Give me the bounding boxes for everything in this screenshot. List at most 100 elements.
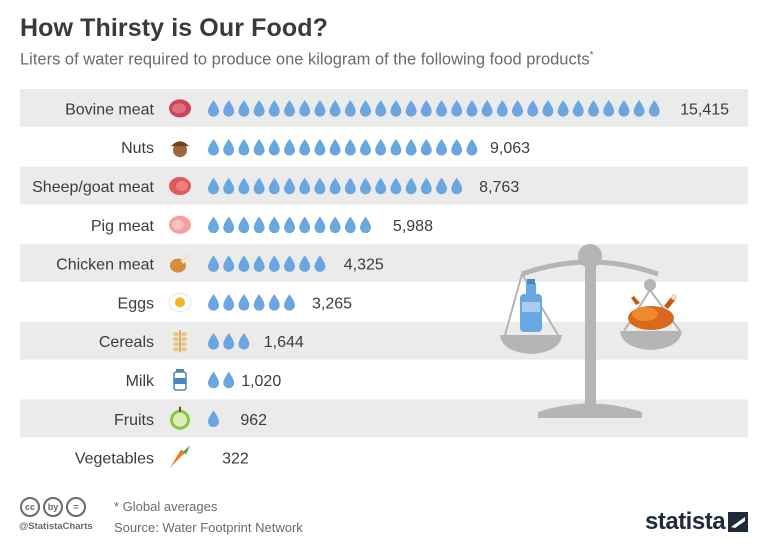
water-drop — [253, 216, 265, 234]
data-row: Vegetables 322 — [75, 445, 249, 468]
scale-pivot — [578, 244, 602, 268]
water-drop-partial — [299, 294, 306, 311]
water-drop — [284, 294, 295, 311]
page-title: How Thirsty is Our Food? — [20, 14, 328, 42]
footnote: * Global averages — [114, 499, 218, 514]
water-drop — [223, 216, 235, 234]
water-drop — [390, 138, 402, 156]
category-label: Chicken meat — [56, 257, 154, 274]
water-drop — [299, 216, 311, 234]
pork-icon — [169, 215, 191, 234]
data-row: Pig meat 5,988 — [91, 215, 433, 235]
data-row: Fruits 962 — [114, 406, 267, 430]
roast-chicken-icon — [628, 294, 677, 330]
water-drop — [329, 216, 341, 234]
scale-base — [538, 403, 642, 418]
water-drop — [238, 138, 250, 156]
data-row: Eggs 3,265 — [118, 292, 352, 312]
category-label: Fruits — [114, 412, 154, 429]
apple-icon — [170, 406, 190, 430]
water-drop-partial — [208, 449, 216, 466]
water-drop — [238, 294, 250, 311]
water-drop — [208, 138, 219, 156]
data-row: Chicken meat 4,325 — [56, 253, 384, 274]
water-drop — [466, 138, 478, 156]
lamb-steak-icon — [169, 177, 191, 195]
water-drop — [451, 138, 463, 156]
attribution-icon: by — [43, 497, 63, 517]
value-label: 4,325 — [344, 257, 384, 274]
water-drop — [284, 216, 295, 234]
category-label: Pig meat — [91, 218, 155, 235]
category-label: Cereals — [99, 334, 154, 351]
carrot-icon — [170, 445, 190, 468]
water-drop — [268, 216, 280, 234]
category-label: Bovine meat — [65, 101, 154, 118]
brand-logo: statista — [645, 508, 726, 535]
water-drop — [375, 138, 387, 156]
chicken-leg-icon — [170, 253, 190, 273]
page-subtitle: Liters of water required to produce one … — [20, 50, 593, 70]
data-row: Cereals 1,644 — [99, 330, 304, 353]
social-handle: @StatistaCharts — [19, 521, 93, 532]
source-note: Source: Water Footprint Network — [114, 520, 303, 535]
data-row: Sheep/goat meat 8,763 — [32, 177, 519, 196]
category-label: Eggs — [118, 295, 154, 312]
water-drop — [253, 138, 265, 156]
water-drop — [268, 138, 280, 156]
water-drop — [208, 294, 219, 311]
value-label: 1,644 — [264, 334, 304, 351]
brand-mark-icon — [728, 512, 748, 532]
water-drop — [360, 216, 371, 234]
data-row: Bovine meat 15,415 — [65, 99, 729, 118]
value-label: 15,415 — [680, 101, 729, 118]
category-label: Vegetables — [75, 451, 154, 468]
row-band — [20, 399, 748, 438]
water-bottle-icon — [520, 279, 542, 332]
acorn-icon — [171, 141, 189, 158]
fried-egg-icon — [168, 292, 192, 312]
water-drop — [284, 138, 295, 156]
value-label: 1,020 — [241, 373, 281, 390]
value-label: 5,988 — [393, 218, 433, 235]
category-label: Nuts — [121, 140, 154, 157]
water-drop-partial — [375, 216, 386, 234]
subtitle-footnote-mark: * — [589, 50, 594, 61]
water-drop — [238, 216, 250, 234]
value-label: 8,763 — [479, 179, 519, 196]
water-drop — [314, 138, 326, 156]
water-drop — [344, 138, 356, 156]
category-label: Sheep/goat meat — [32, 179, 154, 196]
water-drop — [253, 294, 265, 311]
scale-illustration — [500, 244, 682, 418]
water-drop — [208, 216, 219, 234]
water-drop — [344, 216, 356, 234]
water-drop — [223, 138, 235, 156]
category-label: Milk — [126, 373, 155, 390]
value-label: 9,063 — [490, 140, 530, 157]
no-derivatives-icon: = — [66, 497, 86, 517]
water-drop — [208, 371, 219, 389]
water-drop — [420, 138, 432, 156]
water-drop — [268, 294, 280, 311]
milk-bottle-icon — [173, 369, 187, 391]
water-drop — [436, 138, 447, 156]
water-drop — [299, 138, 311, 156]
value-label: 322 — [222, 451, 249, 468]
subtitle-text: Liters of water required to produce one … — [20, 50, 590, 69]
wheat-icon — [173, 330, 187, 353]
data-row: Nuts 9,063 — [121, 138, 530, 158]
water-drop — [223, 294, 235, 311]
steak-icon — [169, 99, 191, 118]
scale-right-pan — [620, 331, 682, 350]
water-drop — [405, 138, 417, 156]
value-label: 3,265 — [312, 295, 352, 312]
creative-commons-icon: cc — [20, 497, 40, 517]
data-row: Milk 1,020 — [126, 369, 281, 391]
water-drop — [314, 216, 326, 234]
license-icons: cc by = — [20, 497, 86, 517]
scale-pillar — [585, 262, 596, 404]
water-drop — [329, 138, 341, 156]
water-drop — [360, 138, 371, 156]
